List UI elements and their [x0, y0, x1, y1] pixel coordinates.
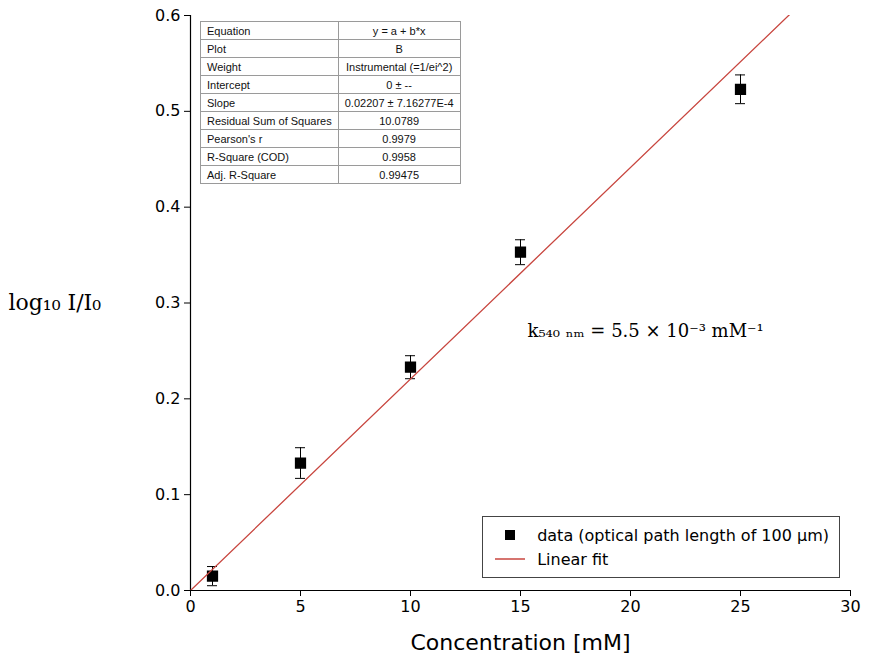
html-text:Adj. R-Square: Adj. R-Square: [207, 168, 277, 181]
svg-text:0.6: 0.6: [155, 6, 180, 25]
html-text:10.0789: 10.0789: [379, 114, 419, 127]
html-text:Equation: Equation: [207, 24, 251, 37]
svg-text:0: 0: [185, 597, 195, 616]
svg-text:25: 25: [730, 597, 750, 616]
svg-text:0.0: 0.0: [155, 581, 180, 600]
html-text:0.99475: 0.99475: [379, 168, 419, 181]
html-text:0.9958: 0.9958: [382, 150, 416, 163]
html-text:Plot: Plot: [207, 42, 226, 55]
html-text:0.9979: 0.9979: [382, 132, 416, 145]
svg-text:0.2: 0.2: [155, 389, 180, 408]
svg-text:20: 20: [620, 597, 640, 616]
html-text:Instrumental (=1/ei^2): Instrumental (=1/ei^2): [346, 60, 453, 73]
html-text:data (optical path length of 1: data (optical path length of 100 μm): [537, 525, 829, 545]
svg-text:10: 10: [400, 597, 420, 616]
svg-text:0.1: 0.1: [155, 485, 180, 504]
svg-text:5: 5: [295, 597, 305, 616]
svg-text:0.5: 0.5: [155, 101, 180, 120]
svg-text:log₁₀ I/I₀: log₁₀ I/I₀: [9, 290, 102, 315]
svg-text:0.3: 0.3: [155, 293, 180, 312]
html-text:0.02207 ± 7.16277E-4: 0.02207 ± 7.16277E-4: [344, 96, 454, 109]
html-text:R-Square (COD): R-Square (COD): [207, 150, 289, 163]
html-text:y = a + b*x: y = a + b*x: [372, 24, 426, 37]
svg-text:15: 15: [510, 597, 530, 616]
html-text:Weight: Weight: [207, 60, 241, 73]
html-text:Linear fit: Linear fit: [537, 549, 609, 569]
html-text:Pearson's r: Pearson's r: [207, 132, 263, 145]
svg-text:30: 30: [840, 597, 860, 616]
html-text:Intercept: Intercept: [207, 78, 250, 91]
html-text:Residual Sum of Squares: Residual Sum of Squares: [207, 114, 332, 127]
html-text:Slope: Slope: [207, 96, 236, 109]
svg-text:Concentration [mM]: Concentration [mM]: [410, 630, 630, 655]
html-text:0 ± --: 0 ± --: [386, 78, 412, 91]
html-text:B: B: [395, 42, 403, 55]
svg-text:k₅₄₀ ₙₘ = 5.5 × 10⁻³ mM⁻¹: k₅₄₀ ₙₘ = 5.5 × 10⁻³ mM⁻¹: [528, 320, 764, 341]
svg-text:0.4: 0.4: [155, 197, 180, 216]
